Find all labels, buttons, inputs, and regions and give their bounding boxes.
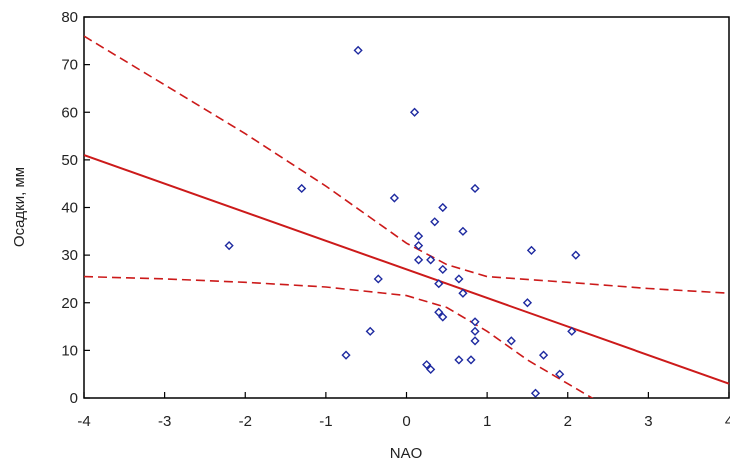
data-point xyxy=(470,317,480,327)
data-point xyxy=(438,264,448,275)
x-tick-label: -4 xyxy=(77,413,90,430)
data-point xyxy=(458,288,468,298)
confidence-lower-line xyxy=(84,275,594,398)
data-point xyxy=(526,245,537,255)
data-point xyxy=(365,326,375,336)
data-point xyxy=(470,183,480,194)
data-point xyxy=(506,336,516,346)
data-point xyxy=(530,388,541,398)
y-tick-label: 10 xyxy=(61,342,78,359)
data-point xyxy=(434,307,444,317)
y-tick-label: 0 xyxy=(70,390,78,407)
series-layer xyxy=(84,35,730,398)
data-point xyxy=(430,217,440,227)
regression-line xyxy=(84,154,730,385)
data-point xyxy=(422,360,432,370)
y-axis-title: Осадки, мм xyxy=(11,167,28,247)
data-point xyxy=(389,193,399,203)
y-tick-label: 60 xyxy=(61,104,78,121)
data-point xyxy=(224,241,234,251)
data-point xyxy=(466,355,476,365)
data-point xyxy=(426,255,436,265)
y-tick-label: 70 xyxy=(61,57,78,74)
data-point xyxy=(470,326,480,336)
data-point xyxy=(538,350,549,360)
y-tick-label: 20 xyxy=(61,295,78,312)
x-tick-label: 4 xyxy=(725,413,730,430)
confidence-upper-line xyxy=(84,35,730,294)
x-tick-label: -2 xyxy=(239,413,252,430)
data-point xyxy=(353,45,363,55)
y-axis: 0 10 20 30 40 50 60 70 80 xyxy=(61,9,90,407)
data-point xyxy=(426,364,436,375)
data-point xyxy=(555,369,565,379)
data-point xyxy=(470,336,480,346)
x-tick-label: 0 xyxy=(402,413,410,430)
points-layer xyxy=(224,45,581,398)
data-point xyxy=(414,241,424,251)
data-point xyxy=(438,202,448,213)
x-axis: -4 -3 -2 -1 0 1 2 3 4 xyxy=(77,392,730,430)
data-point xyxy=(297,183,307,194)
data-point xyxy=(458,226,468,236)
y-tick-label: 80 xyxy=(61,9,78,26)
data-point xyxy=(434,279,444,289)
plot-frame xyxy=(83,16,730,399)
y-tick-label: 50 xyxy=(61,152,78,169)
y-tick-label: 30 xyxy=(61,247,78,264)
data-point xyxy=(414,255,424,265)
x-tick-label: -3 xyxy=(158,413,171,430)
data-point xyxy=(373,274,383,284)
x-tick-label: 3 xyxy=(644,413,652,430)
x-axis-title: NAO xyxy=(390,445,423,462)
data-point xyxy=(522,298,533,308)
data-point xyxy=(409,107,420,117)
data-point xyxy=(454,355,464,365)
y-tick-label: 40 xyxy=(61,200,78,217)
data-point xyxy=(454,274,464,284)
x-tick-label: 1 xyxy=(483,413,491,430)
x-tick-label: 2 xyxy=(564,413,572,430)
data-point xyxy=(438,312,448,322)
data-point xyxy=(567,326,577,336)
data-point xyxy=(341,350,351,360)
data-point xyxy=(414,231,424,241)
x-tick-label: -1 xyxy=(319,413,332,430)
data-point xyxy=(571,250,581,260)
